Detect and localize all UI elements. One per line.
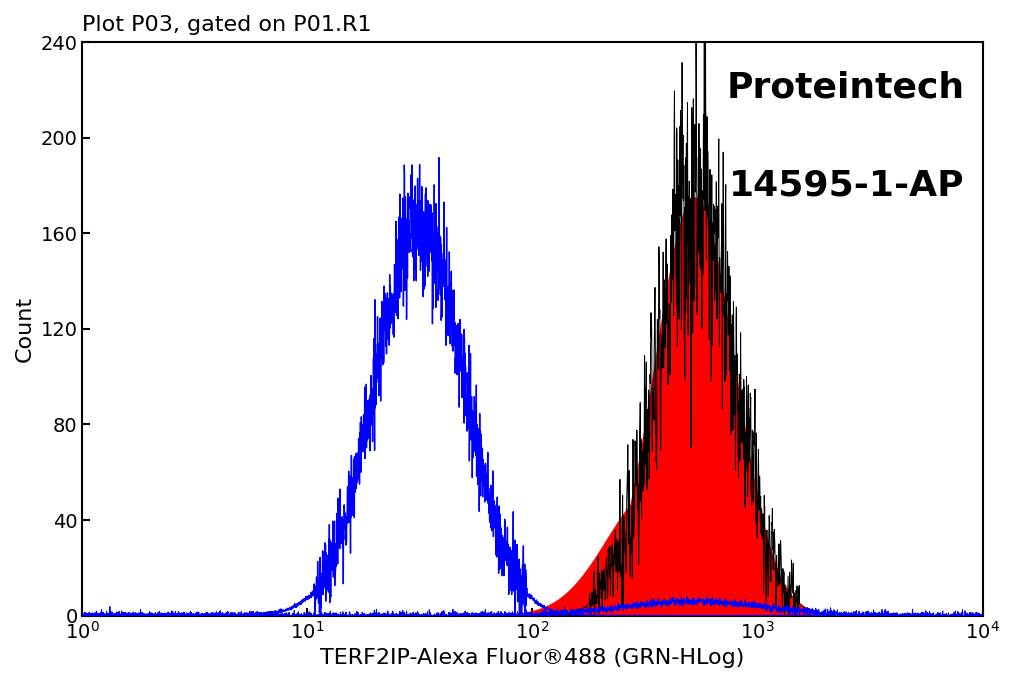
X-axis label: TERF2IP-Alexa Fluor®488 (GRN-HLog): TERF2IP-Alexa Fluor®488 (GRN-HLog)	[321, 648, 745, 668]
Text: Plot P03, gated on P01.R1: Plot P03, gated on P01.R1	[82, 15, 371, 35]
Text: 14595-1-AP: 14595-1-AP	[729, 168, 964, 202]
Y-axis label: Count: Count	[15, 296, 35, 362]
Text: Proteintech: Proteintech	[727, 71, 964, 104]
